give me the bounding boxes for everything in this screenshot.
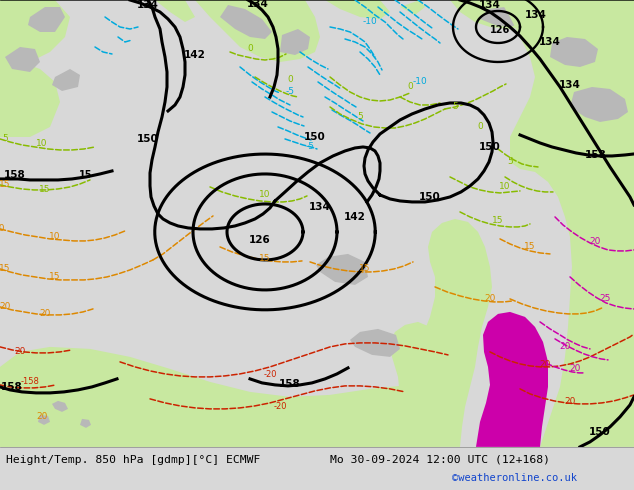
Polygon shape [500,0,634,447]
Text: 150: 150 [304,132,326,142]
Text: 0: 0 [407,82,413,92]
Text: -5: -5 [306,143,314,151]
Text: 134: 134 [539,37,561,47]
Text: -10: -10 [363,18,377,26]
Polygon shape [155,0,195,22]
Polygon shape [0,62,60,137]
Polygon shape [38,415,50,425]
Text: 126: 126 [490,25,510,35]
Text: 134: 134 [309,202,331,212]
Text: 134: 134 [137,0,159,10]
Text: 15: 15 [49,272,61,281]
Polygon shape [450,0,550,29]
Text: 134: 134 [559,80,581,90]
Text: 5: 5 [357,113,363,122]
Polygon shape [325,0,390,19]
Text: 20: 20 [0,302,11,312]
Polygon shape [195,0,320,62]
Polygon shape [350,329,400,357]
Text: 0: 0 [287,75,293,84]
Polygon shape [400,0,425,15]
Text: 150: 150 [589,427,611,437]
Text: 134: 134 [247,0,269,9]
Polygon shape [0,347,440,447]
Text: 142: 142 [184,50,206,60]
Text: 150: 150 [479,142,501,152]
Text: 134: 134 [479,0,501,10]
Polygon shape [400,219,492,447]
Polygon shape [80,419,91,428]
Polygon shape [220,5,272,39]
Polygon shape [550,37,598,67]
Polygon shape [5,47,40,72]
Text: 158: 158 [279,379,301,389]
Text: 0: 0 [247,45,253,53]
Polygon shape [580,5,620,23]
Polygon shape [52,69,80,91]
Text: 15: 15 [39,185,51,195]
Text: 158: 158 [1,382,23,392]
Text: 20: 20 [39,309,51,318]
Text: 15: 15 [524,243,536,251]
Text: ©weatheronline.co.uk: ©weatheronline.co.uk [452,473,577,483]
Polygon shape [480,7,525,27]
Text: 0: 0 [477,122,483,131]
Polygon shape [52,401,68,412]
Text: 15: 15 [0,180,11,190]
Text: -5: -5 [285,88,295,97]
Text: 20: 20 [36,413,48,421]
Text: 10: 10 [36,140,48,148]
Polygon shape [0,0,70,69]
Text: 20: 20 [569,365,581,373]
Text: 20: 20 [484,294,496,303]
Polygon shape [388,322,452,447]
Text: 15: 15 [359,265,371,273]
Text: 20: 20 [15,347,26,356]
Text: 15: 15 [259,254,271,264]
Text: -158: -158 [20,377,39,387]
Text: -10: -10 [413,77,427,86]
Text: 158: 158 [585,150,607,160]
Text: 10: 10 [259,191,271,199]
Text: 15: 15 [79,170,93,180]
Text: 15: 15 [0,265,11,273]
Text: 10: 10 [499,182,511,192]
Text: 15: 15 [492,217,504,225]
Polygon shape [28,7,65,32]
Text: 25: 25 [599,294,611,303]
Text: 10: 10 [0,224,6,233]
Text: -20: -20 [273,402,287,412]
Text: 5: 5 [452,102,458,111]
Text: 20: 20 [590,238,600,246]
Text: Mo 30-09-2024 12:00 UTC (12+168): Mo 30-09-2024 12:00 UTC (12+168) [330,455,550,465]
Text: 158: 158 [4,170,26,180]
Text: 20: 20 [564,397,576,406]
Polygon shape [0,387,390,447]
Polygon shape [570,87,628,122]
Text: 134: 134 [525,10,547,20]
Text: 5: 5 [2,134,8,144]
Text: -20: -20 [263,370,277,379]
Polygon shape [560,0,634,25]
Polygon shape [316,254,368,285]
Text: 10: 10 [49,232,61,242]
Text: 150: 150 [137,134,159,144]
Text: 150: 150 [419,192,441,202]
Text: 5: 5 [507,157,513,167]
Text: 126: 126 [249,235,271,245]
Text: 142: 142 [344,212,366,222]
Text: 20: 20 [540,361,551,369]
Polygon shape [280,29,310,55]
Text: 20: 20 [559,343,571,351]
Text: Height/Temp. 850 hPa [gdmp][°C] ECMWF: Height/Temp. 850 hPa [gdmp][°C] ECMWF [6,455,261,465]
Polygon shape [476,312,548,447]
